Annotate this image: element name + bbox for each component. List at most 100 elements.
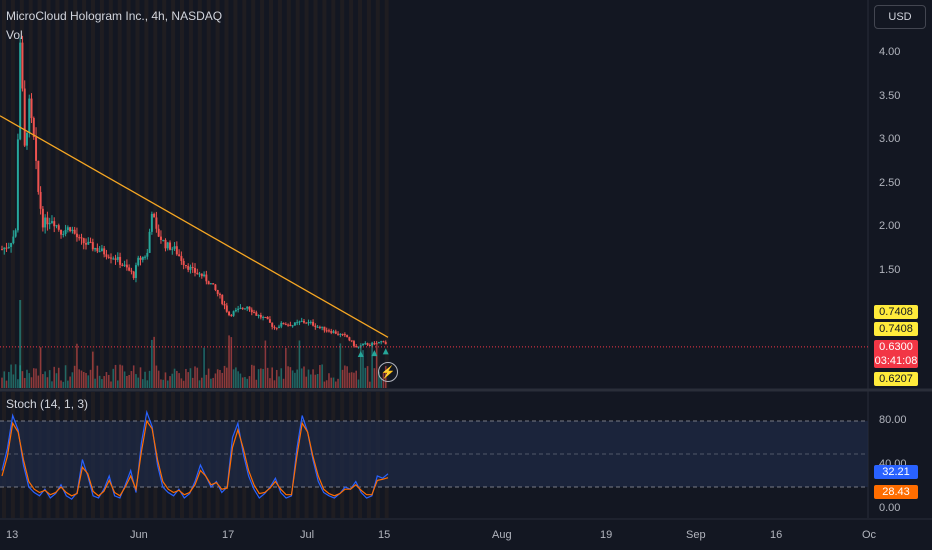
volume-bar (87, 375, 90, 388)
price-tick: 3.50 (879, 89, 901, 102)
candle-body (321, 326, 324, 328)
volume-bar (82, 372, 85, 388)
volume-bar (228, 335, 230, 388)
replay-lightning-icon[interactable]: ⚡ (378, 362, 398, 382)
volume-bar (71, 372, 74, 388)
candle-body (14, 230, 17, 237)
volume-bar (30, 377, 33, 388)
volume-bar (103, 376, 105, 388)
volume-bar (341, 369, 344, 388)
candle-body (352, 341, 355, 347)
candle-body (327, 330, 330, 332)
candle-body (171, 248, 174, 250)
candle-body (259, 315, 262, 318)
volume-bar (264, 340, 267, 388)
candle-body (105, 254, 108, 257)
session-stripe (304, 0, 309, 388)
candle-body (173, 246, 176, 249)
candle-body (91, 242, 94, 250)
session-stripe (206, 0, 211, 388)
session-stripe (19, 0, 24, 388)
candle-body (164, 239, 167, 249)
volume-bar (369, 381, 371, 388)
volume-bar (328, 373, 330, 388)
session-stripe (358, 0, 362, 388)
volume-bar (273, 380, 276, 388)
candle-body (144, 256, 147, 258)
candle-body (228, 311, 231, 316)
volume-bar (278, 376, 280, 388)
volume-bar (64, 365, 67, 388)
candle-body (200, 273, 203, 277)
session-stripe (349, 0, 354, 388)
volume-bar (332, 377, 335, 388)
volume-bar (185, 368, 187, 388)
candle-body (343, 334, 346, 336)
candle-body (130, 270, 133, 272)
candle-body (289, 324, 292, 326)
session-stripe (91, 0, 95, 388)
volume-bar (298, 340, 301, 388)
symbol-title[interactable]: MicroCloud Hologram Inc., 4h, NASDAQ (6, 9, 223, 23)
countdown-badge: 03:41:08 (874, 354, 918, 368)
candle-body (196, 272, 199, 274)
candle-body (278, 326, 281, 328)
candle-body (60, 229, 63, 235)
volume-bar (148, 370, 151, 388)
candle-body (175, 246, 178, 255)
volume-bar (46, 377, 49, 388)
volume-bar (23, 377, 26, 388)
stoch-tick: 0.00 (879, 502, 901, 514)
candle-body (39, 191, 42, 209)
candle-body (41, 208, 44, 228)
candle-body (44, 217, 47, 228)
time-tick: Jul (300, 529, 315, 541)
volume-bar (117, 380, 119, 388)
candle-body (114, 258, 117, 260)
session-stripe (64, 0, 69, 388)
volume-bar (1, 377, 3, 388)
session-stripe (82, 0, 87, 388)
candle-body (103, 248, 106, 255)
trendline (0, 115, 868, 348)
candle-body (137, 257, 140, 266)
volume-bar (366, 366, 369, 388)
candle-body (57, 225, 60, 230)
volume-bar (135, 374, 137, 388)
volume-bar (275, 369, 278, 388)
candlestick-series (1, 35, 389, 357)
candle-body (371, 343, 374, 346)
candle-body (134, 265, 137, 278)
candle-body (66, 227, 69, 230)
time-tick: 17 (222, 529, 235, 541)
volume-bar (191, 377, 194, 388)
currency-button[interactable]: USD (874, 5, 926, 29)
candle-body (19, 42, 22, 140)
volume-bar (48, 370, 51, 388)
session-stripe (73, 0, 78, 388)
candle-body (243, 308, 246, 310)
candle-body (291, 325, 294, 327)
volume-bar (380, 377, 382, 388)
candle-body (253, 312, 256, 314)
candle-body (380, 341, 383, 343)
candle-body (205, 274, 208, 282)
volume-legend[interactable]: Vol (6, 28, 23, 42)
stoch-legend[interactable]: Stoch (14, 1, 3) (6, 397, 89, 411)
volume-bar (339, 343, 342, 388)
candle-body (323, 326, 326, 331)
price-tick: 3.00 (879, 133, 901, 146)
candle-body (35, 137, 38, 161)
candle-body (293, 322, 296, 326)
volume-bar (153, 336, 155, 388)
volume-bar (155, 365, 158, 388)
candle-body (203, 274, 206, 277)
volume-bar (144, 371, 146, 388)
candle-body (50, 221, 53, 223)
candle-body (273, 326, 276, 328)
candle-body (232, 311, 235, 316)
volume-bar (364, 367, 367, 388)
volume-bar (241, 377, 244, 388)
candle-body (373, 343, 376, 345)
